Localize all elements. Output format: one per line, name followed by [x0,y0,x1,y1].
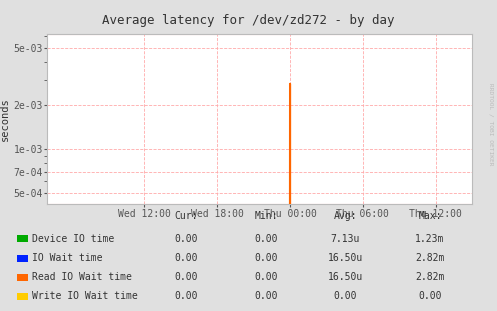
Text: 2.82m: 2.82m [415,253,445,263]
Text: 0.00: 0.00 [174,291,198,301]
Text: Max:: Max: [418,211,442,221]
Text: 0.00: 0.00 [418,291,442,301]
Text: RRDTOOL / TOBI OETIKER: RRDTOOL / TOBI OETIKER [488,83,493,166]
Text: 0.00: 0.00 [333,291,357,301]
Text: 0.00: 0.00 [254,253,278,263]
Y-axis label: seconds: seconds [0,97,9,141]
Text: IO Wait time: IO Wait time [32,253,103,263]
Text: 7.13u: 7.13u [331,234,360,244]
Text: Device IO time: Device IO time [32,234,114,244]
Text: 2.82m: 2.82m [415,272,445,282]
Text: 16.50u: 16.50u [328,272,363,282]
Text: 0.00: 0.00 [174,253,198,263]
Text: 0.00: 0.00 [254,291,278,301]
Text: Avg:: Avg: [333,211,357,221]
Text: 0.00: 0.00 [174,272,198,282]
Text: 16.50u: 16.50u [328,253,363,263]
Text: Min:: Min: [254,211,278,221]
Text: Read IO Wait time: Read IO Wait time [32,272,132,282]
Text: 1.23m: 1.23m [415,234,445,244]
Text: 0.00: 0.00 [174,234,198,244]
Text: Average latency for /dev/zd272 - by day: Average latency for /dev/zd272 - by day [102,14,395,27]
Text: 0.00: 0.00 [254,272,278,282]
Text: Cur:: Cur: [174,211,198,221]
Text: 0.00: 0.00 [254,234,278,244]
Text: Write IO Wait time: Write IO Wait time [32,291,138,301]
